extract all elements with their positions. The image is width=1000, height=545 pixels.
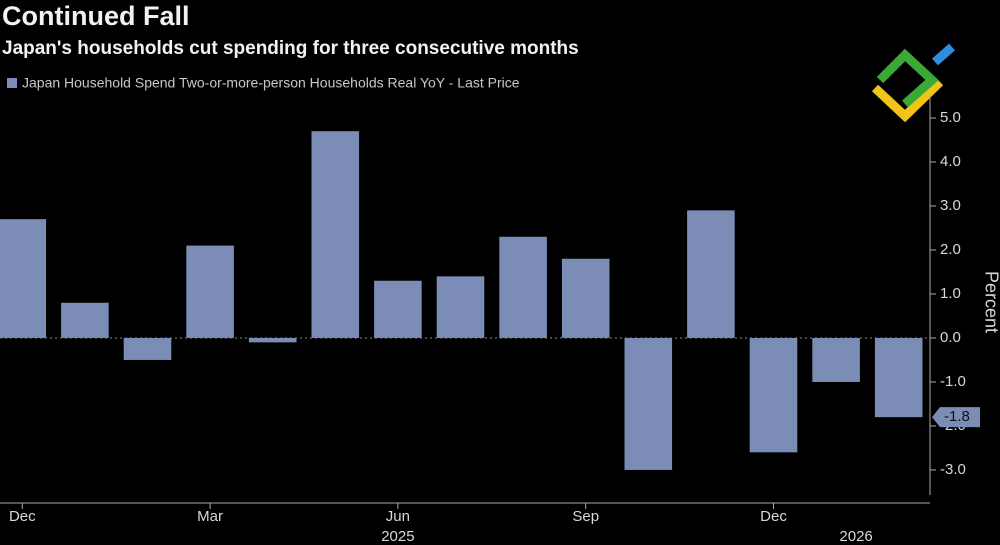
bar <box>248 337 297 343</box>
x-year-label: 2025 <box>381 528 414 545</box>
x-tick-label: Sep <box>572 508 599 525</box>
chart-subtitle: Japan's households cut spending for thre… <box>2 38 579 59</box>
y-tick-label: 4.0 <box>940 153 961 170</box>
bar <box>812 337 860 382</box>
x-tick-label: Dec <box>760 508 787 525</box>
bar <box>874 337 923 418</box>
y-tick-label: 3.0 <box>940 197 961 214</box>
bar <box>123 337 172 360</box>
value-label: -1.8 <box>944 408 970 425</box>
bar <box>749 337 798 453</box>
legend-swatch <box>7 78 17 88</box>
bar <box>186 245 234 338</box>
bar <box>561 258 610 338</box>
y-tick-label: 1.0 <box>940 285 961 302</box>
legend-label: Japan Household Spend Two-or-more-person… <box>22 75 520 91</box>
y-tick-label: 5.0 <box>940 109 961 126</box>
last-price-tag <box>932 407 980 428</box>
bar <box>499 236 547 338</box>
y-axis-label: Percent <box>981 271 1000 333</box>
y-tick-label: -1.0 <box>940 373 966 390</box>
bar <box>0 219 47 338</box>
y-tick-label: 2.0 <box>940 241 961 258</box>
bar <box>374 280 422 338</box>
x-tick-label: Jun <box>386 508 410 525</box>
bar <box>436 276 485 338</box>
bar <box>61 302 109 338</box>
chart-title: Continued Fall <box>2 1 189 31</box>
bar <box>311 131 360 338</box>
y-tick-label: -3.0 <box>940 461 966 478</box>
bar <box>624 337 673 470</box>
x-tick-label: Mar <box>197 508 223 525</box>
bar <box>687 210 735 338</box>
y-tick-label: 0.0 <box>940 329 961 346</box>
x-tick-label: Dec <box>9 508 36 525</box>
logo <box>871 43 955 123</box>
x-year-label: 2026 <box>839 528 872 545</box>
